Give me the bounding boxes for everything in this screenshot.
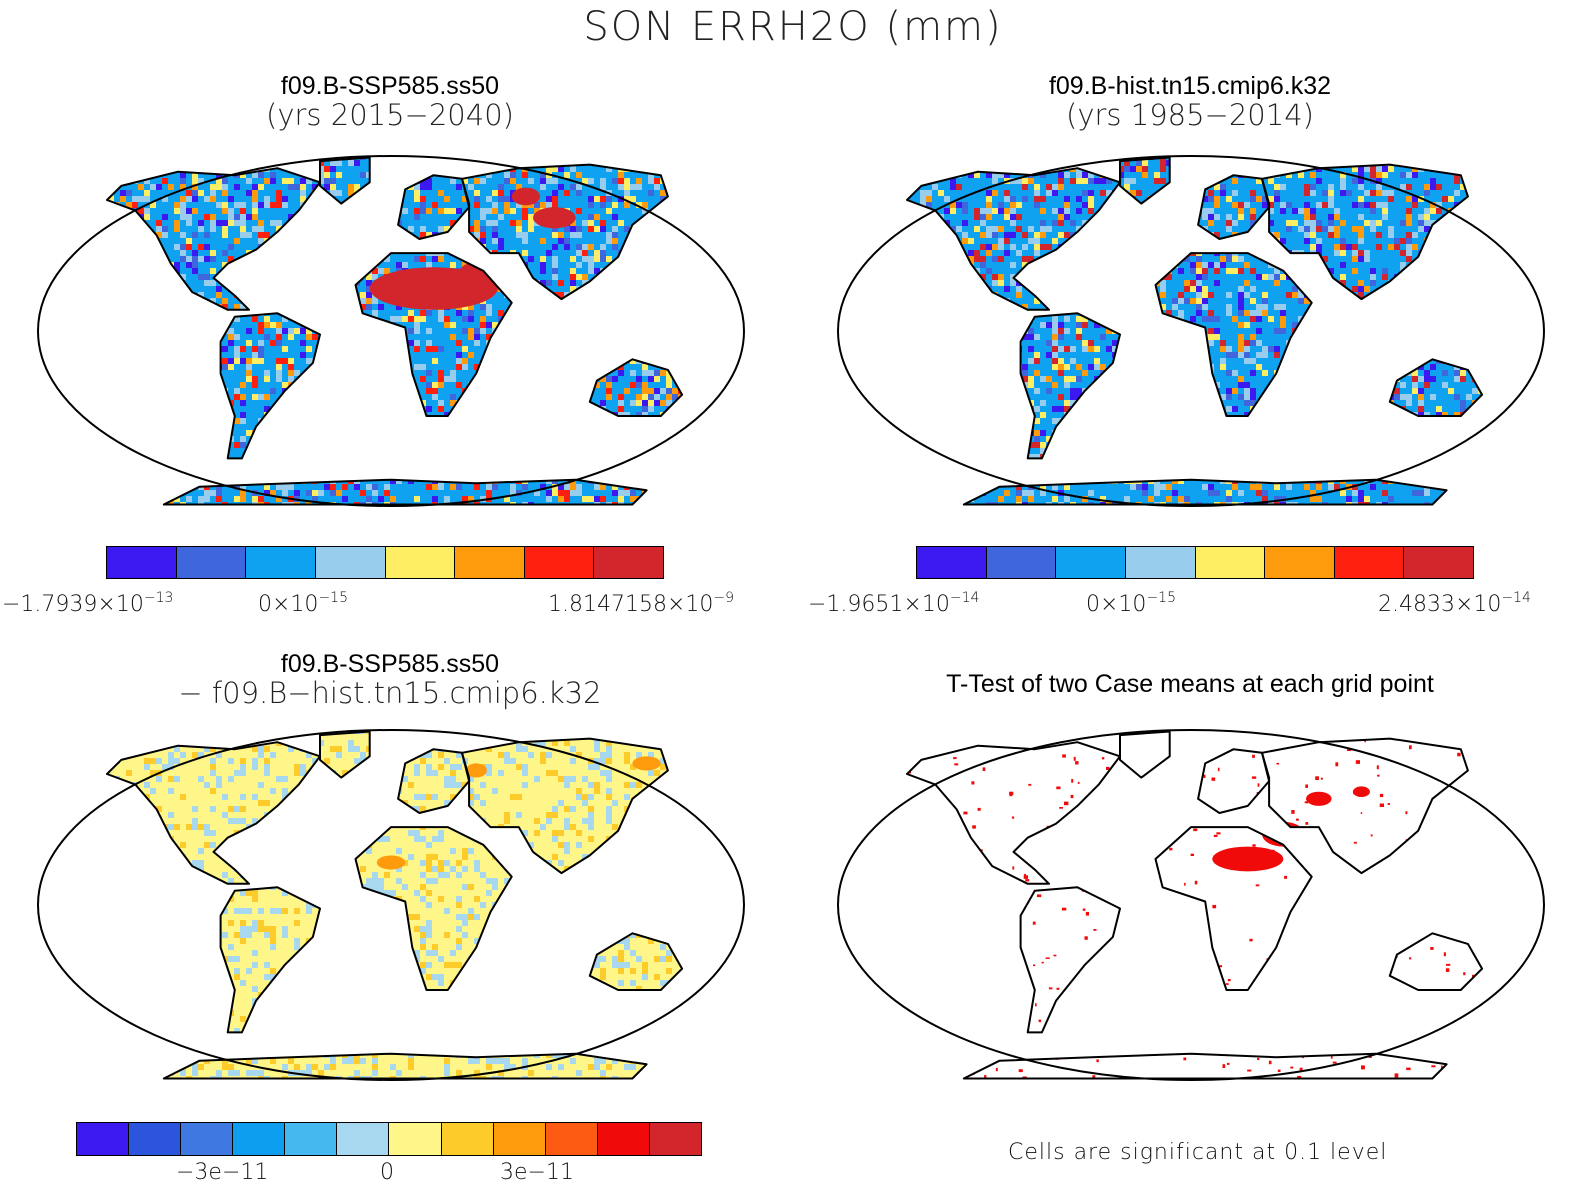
coastline-antarctica [962, 1052, 1448, 1080]
map-panel-tr [837, 155, 1545, 507]
coastline-greenland [1119, 730, 1171, 779]
coastline-australia [1388, 358, 1484, 417]
map-panel-bl [37, 729, 745, 1081]
panel-tl-title: f09.B-SSP585.ss50 (yrs 2015−2040) [190, 72, 590, 132]
colorbar-swatch [1125, 547, 1196, 578]
colorbar-swatch [1195, 547, 1266, 578]
coastline-australia [588, 358, 684, 417]
coastline-asia [461, 737, 669, 875]
coastline-northAmerica [906, 741, 1121, 885]
colorbar-swatch [524, 547, 595, 578]
panel-bl-title-line2: − f09.B−hist.tn15.cmip6.k32 [178, 676, 602, 710]
coastline-northAmerica [906, 167, 1121, 311]
map-outline [837, 155, 1545, 507]
colorbar-swatch [246, 547, 316, 578]
colorbar-swatch [385, 547, 456, 578]
panel-bl-title-line1: f09.B-SSP585.ss50 [280, 650, 500, 678]
colorbar-swatch [649, 1123, 701, 1155]
colorbar-tr-label-mid: 0×10−15 [1086, 590, 1176, 617]
coastline-antarctica [162, 1052, 648, 1080]
colorbar-bl-label-zero: 0 [380, 1160, 394, 1185]
significance-note: Cells are significant at 0.1 level [1008, 1140, 1388, 1165]
coastline-greenland [1119, 156, 1171, 205]
colorbar-swatch [1334, 547, 1405, 578]
coastline-antarctica [962, 478, 1448, 506]
coastline-europe [397, 748, 471, 814]
colorbar-swatch [1056, 547, 1126, 578]
colorbar-swatch [107, 547, 177, 578]
colorbar-tl-label-min: −1.7939×10−13 [2, 590, 174, 617]
colorbar-swatch [455, 547, 525, 578]
colorbar-swatch [545, 1123, 598, 1155]
coastline-greenland [319, 156, 371, 205]
coastline-asia [1261, 163, 1469, 301]
panel-bl-title: f09.B-SSP585.ss50 − f09.B−hist.tn15.cmip… [90, 650, 690, 710]
coastline-southAmerica [1019, 312, 1121, 460]
map-outline [37, 729, 745, 1081]
colorbar-swatch [129, 1123, 182, 1155]
coastline-southAmerica [219, 312, 321, 460]
colorbar-swatch [315, 547, 386, 578]
coastline-antarctica [162, 478, 648, 506]
panel-tr-title-line2: (yrs 1985−2014) [1066, 98, 1314, 132]
colorbar-swatch [441, 1123, 494, 1155]
coastline-australia [588, 932, 684, 991]
panel-tl-title-line1: f09.B-SSP585.ss50 [280, 72, 500, 100]
colorbar-swatch [77, 1123, 130, 1155]
colorbar-tr-label-min: −1.9651×10−14 [808, 590, 980, 617]
colorbar-swatch [1404, 547, 1473, 578]
colorbar-swatch [597, 1123, 650, 1155]
coastline-asia [461, 163, 669, 301]
coastline-northAmerica [106, 741, 321, 885]
map-panel-tl [37, 155, 745, 507]
colorbar-swatch [1265, 547, 1335, 578]
coastline-greenland [319, 730, 371, 779]
colorbar-swatch [285, 1123, 338, 1155]
coastline-africa [354, 826, 513, 991]
coastline-africa [354, 252, 513, 417]
panel-tl-title-line2: (yrs 2015−2040) [266, 98, 514, 132]
panel-tr-title-line1: f09.B-hist.tn15.cmip6.k32 [1048, 72, 1332, 100]
colorbar-swatch [389, 1123, 442, 1155]
colorbar-swatch [176, 547, 247, 578]
coastline-africa [1154, 826, 1313, 991]
coastline-europe [397, 174, 471, 240]
coastline-southAmerica [219, 886, 321, 1034]
figure-title: SON ERRH2O (mm) [583, 4, 1003, 50]
map-panel-br [837, 729, 1545, 1081]
colorbar-tl [106, 546, 664, 579]
colorbar-swatch [986, 547, 1057, 578]
colorbar-tr [916, 546, 1474, 579]
map-outline [837, 729, 1545, 1081]
colorbar-swatch [233, 1123, 286, 1155]
colorbar-swatch [493, 1123, 546, 1155]
colorbar-tl-label-mid: 0×10−15 [258, 590, 348, 617]
colorbar-swatch [594, 547, 663, 578]
colorbar-swatch [917, 547, 987, 578]
map-outline [37, 155, 745, 507]
coastline-europe [1197, 748, 1271, 814]
coastline-southAmerica [1019, 886, 1121, 1034]
coastline-europe [1197, 174, 1271, 240]
coastline-asia [1261, 737, 1469, 875]
panel-br-title: T-Test of two Case means at each grid po… [840, 670, 1540, 699]
coastline-africa [1154, 252, 1313, 417]
colorbar-bl-label-neg: −3e−11 [176, 1160, 269, 1185]
colorbar-tr-label-max: 2.4833×10−14 [1378, 590, 1531, 617]
colorbar-tl-label-max: 1.8147158×10−9 [548, 590, 735, 617]
panel-br-title-line1: T-Test of two Case means at each grid po… [946, 670, 1434, 698]
coastline-australia [1388, 932, 1484, 991]
colorbar-bl [76, 1122, 702, 1156]
colorbar-swatch [337, 1123, 390, 1155]
colorbar-swatch [181, 1123, 234, 1155]
coastline-northAmerica [106, 167, 321, 311]
panel-tr-title: f09.B-hist.tn15.cmip6.k32 (yrs 1985−2014… [990, 72, 1390, 132]
colorbar-bl-label-pos: 3e−11 [500, 1160, 574, 1185]
